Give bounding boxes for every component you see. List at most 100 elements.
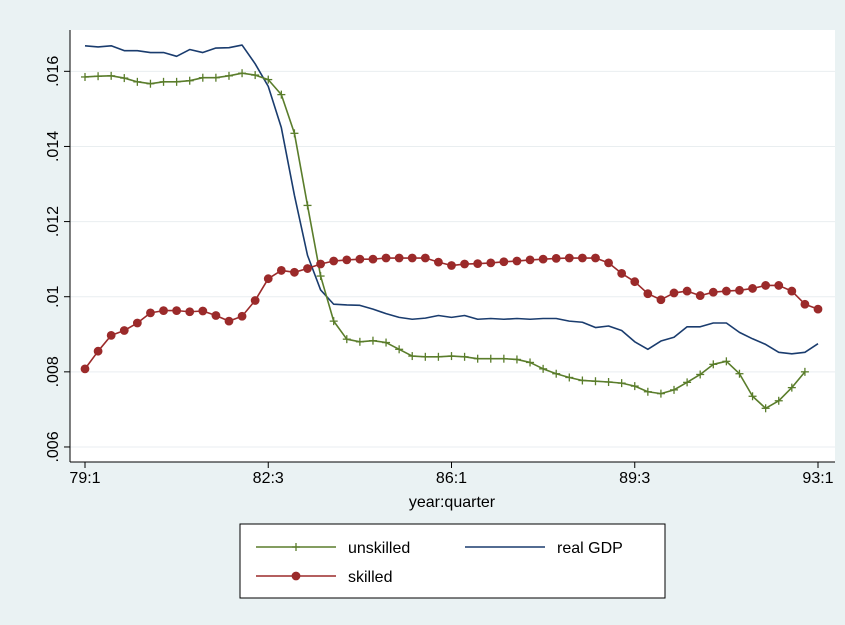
series-real-gdp [84, 44, 819, 355]
x-tick-label: 89:3 [619, 470, 650, 487]
data-point-unskilled [787, 383, 796, 392]
plot-area [70, 30, 835, 462]
legend-marker-unskilled [292, 543, 300, 551]
y-axis-ticks: .006 .008 .01 .012 .014 .016 [45, 56, 70, 463]
data-point-unskilled [656, 389, 665, 398]
data-point-skilled [263, 274, 273, 284]
x-tick-label: 82:3 [253, 470, 284, 487]
data-point-skilled [434, 257, 443, 267]
data-point-unskilled [159, 77, 168, 86]
data-point-skilled [132, 318, 142, 328]
data-point-unskilled [683, 378, 692, 387]
data-point-skilled [303, 264, 312, 273]
data-point-skilled [146, 308, 155, 318]
data-point-skilled [577, 253, 587, 263]
data-point-skilled [460, 259, 469, 269]
y-tick-label: .008 [45, 356, 62, 387]
data-point-skilled [499, 257, 509, 267]
data-point-unskilled [290, 129, 299, 138]
data-point-skilled [708, 287, 718, 297]
legend-box [239, 523, 666, 599]
data-point-unskilled [735, 369, 744, 378]
data-point-unskilled [696, 370, 705, 379]
legend-item-unskilled: unskilled [256, 540, 410, 557]
grid-layer [70, 70, 835, 448]
data-point-skilled [394, 253, 404, 263]
y-tick-label: .006 [45, 431, 62, 462]
data-point-unskilled [277, 90, 286, 99]
data-point-unskilled [499, 354, 508, 363]
data-point-skilled [656, 295, 666, 305]
data-point-skilled [787, 286, 797, 296]
data-point-unskilled [395, 345, 404, 354]
y-tick-label: .012 [45, 206, 62, 237]
data-point-unskilled [591, 377, 600, 386]
series-line-real-gdp [84, 44, 819, 355]
data-point-skilled [407, 253, 417, 263]
x-tick-label: 79:1 [69, 470, 100, 487]
data-point-skilled [643, 289, 653, 299]
data-point-unskilled [434, 352, 443, 361]
data-point-unskilled [198, 73, 207, 82]
x-axis-ticks: 79:1 82:3 86:1 89:3 93:1 [69, 462, 834, 487]
data-point-skilled [473, 259, 483, 269]
legend-marker-skilled [291, 571, 301, 581]
data-point-unskilled [552, 369, 561, 378]
data-point-skilled [185, 307, 195, 317]
data-point-skilled [93, 346, 103, 356]
data-point-unskilled [133, 77, 142, 86]
data-point-unskilled [774, 396, 783, 405]
data-point-skilled [211, 311, 221, 320]
data-point-unskilled [421, 352, 430, 361]
data-point-skilled [695, 291, 705, 300]
legend-label-skilled: skilled [348, 569, 392, 586]
data-point-unskilled [722, 357, 731, 366]
data-point-unskilled [709, 360, 718, 369]
series-unskilled [81, 69, 809, 413]
data-point-unskilled [539, 364, 548, 373]
data-point-unskilled [238, 69, 247, 78]
data-point-skilled [250, 296, 260, 305]
data-point-skilled [748, 284, 757, 293]
data-point-skilled [512, 256, 522, 266]
data-point-skilled [721, 286, 731, 296]
legend-items: unskilled real GDP skilled [256, 540, 623, 586]
legend: unskilled real GDP skilled [239, 523, 666, 599]
data-point-skilled [447, 261, 456, 270]
data-point-skilled [551, 253, 561, 263]
data-point-unskilled [604, 377, 613, 386]
data-point-unskilled [224, 71, 233, 80]
x-axis-label: year:quarter [409, 494, 496, 511]
x-tick-label: 86:1 [436, 470, 467, 487]
data-point-unskilled [316, 272, 325, 281]
data-point-unskilled [211, 73, 220, 82]
data-point-skilled [80, 364, 90, 374]
legend-label-real-gdp: real GDP [557, 540, 623, 557]
data-point-skilled [119, 326, 129, 335]
data-point-skilled [735, 285, 744, 295]
legend-item-real-gdp: real GDP [465, 540, 623, 557]
data-point-unskilled [460, 352, 469, 361]
data-point-unskilled [447, 352, 456, 361]
data-point-unskilled [251, 71, 260, 80]
data-point-skilled [800, 299, 810, 309]
data-point-unskilled [382, 338, 391, 347]
data-point-unskilled [185, 76, 194, 85]
data-point-unskilled [264, 75, 273, 84]
data-point-skilled [761, 281, 771, 290]
data-point-unskilled [565, 373, 574, 382]
data-point-unskilled [617, 379, 626, 388]
data-point-skilled [290, 267, 299, 277]
data-point-skilled [237, 311, 247, 321]
data-point-skilled [604, 258, 613, 268]
data-point-unskilled [342, 335, 351, 344]
data-point-skilled [774, 281, 784, 290]
series-skilled [80, 253, 823, 374]
data-point-skilled [682, 286, 692, 296]
data-point-unskilled [368, 336, 377, 345]
data-point-unskilled [526, 358, 535, 367]
data-point-unskilled [94, 72, 103, 81]
data-point-unskilled [486, 354, 495, 363]
data-point-unskilled [670, 385, 679, 394]
